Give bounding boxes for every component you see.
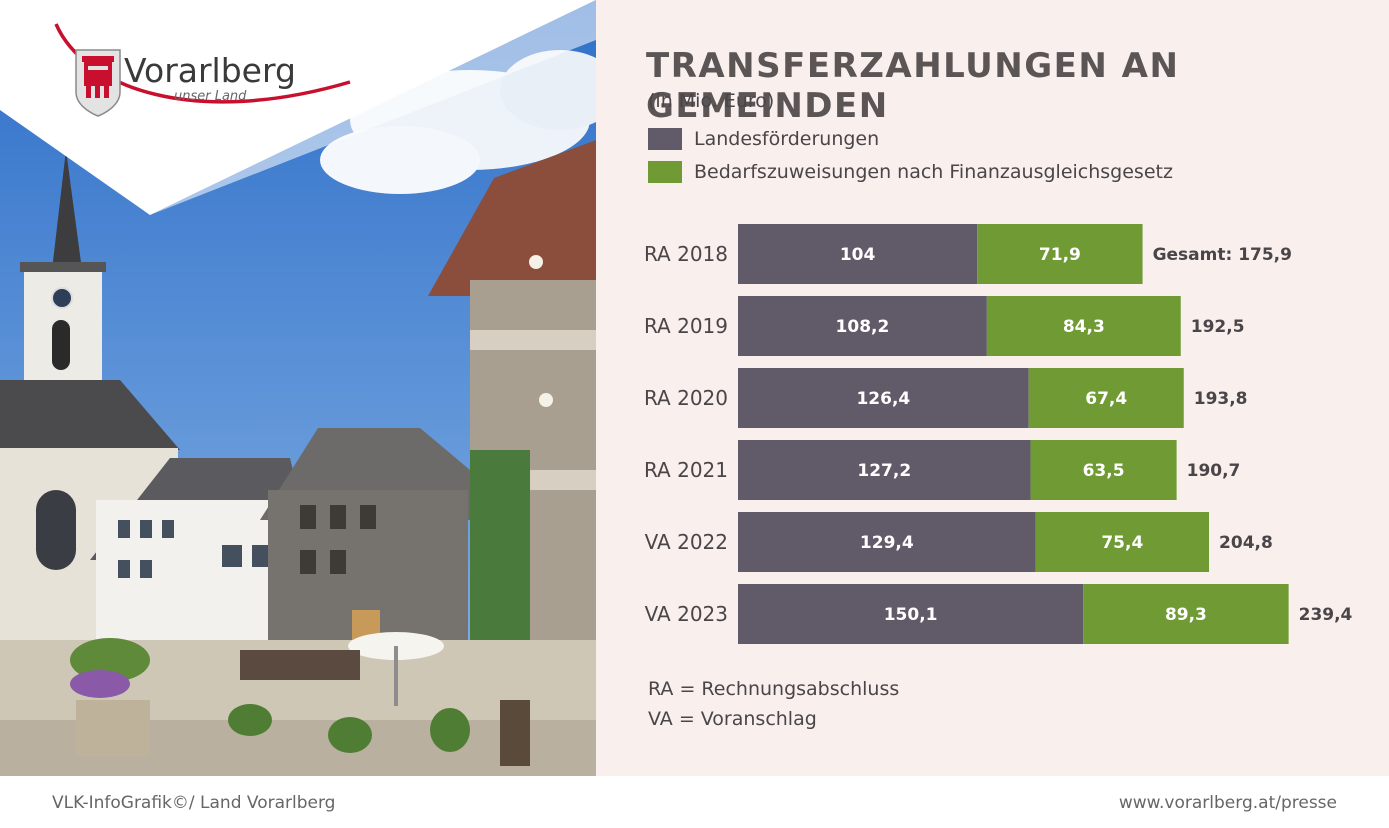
total-label: 192,5 [1191, 317, 1245, 337]
data-label-series1: 129,4 [860, 533, 914, 553]
data-label-series1: 127,2 [857, 461, 911, 481]
data-label-series1: 104 [840, 245, 876, 265]
bar-series2 [977, 224, 1143, 284]
category-label: RA 2018 [644, 242, 728, 266]
data-label-series1: 108,2 [836, 317, 890, 337]
category-label: RA 2019 [644, 314, 728, 338]
logo-tagline: unser Land [174, 89, 247, 104]
note-va: VA = Voranschlag [648, 708, 817, 730]
bar-series2 [1083, 584, 1289, 644]
bar-series1 [738, 368, 1029, 428]
data-label-series2: 71,9 [1039, 245, 1081, 265]
total-label: Gesamt: 175,9 [1153, 245, 1292, 265]
footer-credit: VLK-InfoGrafik©/ Land Vorarlberg [52, 793, 336, 813]
data-label-series2: 89,3 [1165, 605, 1207, 625]
bar-series2 [986, 296, 1181, 356]
footer-url[interactable]: www.vorarlberg.at/presse [1118, 793, 1337, 813]
bar-series1 [738, 224, 978, 284]
legend-label-series2: Bedarfszuweisungen nach Finanzausgleichs… [694, 161, 1173, 183]
total-label: 204,8 [1219, 533, 1273, 553]
bar-series1 [738, 296, 987, 356]
logo-swoosh [54, 23, 351, 104]
chart-subtitle: (in Mio. Euro) [648, 90, 775, 112]
total-label: 239,4 [1299, 605, 1353, 625]
legend-swatch-series2 [648, 161, 682, 183]
bar-series2 [1028, 368, 1184, 428]
chart-title: TRANSFERZAHLUNGEN AN GEMEINDEN [646, 46, 1180, 126]
data-label-series1: 126,4 [856, 389, 910, 409]
data-label-series2: 63,5 [1083, 461, 1125, 481]
data-label-series2: 84,3 [1063, 317, 1105, 337]
vorarlberg-logo: Vorarlberg unser Land [54, 23, 351, 117]
legend-item-series2: Bedarfszuweisungen nach Finanzausgleichs… [648, 160, 1173, 184]
legend-swatch-series1 [648, 128, 682, 150]
infographic-card: Vorarlberg unser Land TRANSFERZAHLUNGEN … [0, 0, 1389, 776]
bar-series2 [1035, 512, 1210, 572]
data-label-series1: 150,1 [884, 605, 938, 625]
total-label: 190,7 [1187, 461, 1241, 481]
category-label: VA 2022 [645, 530, 728, 554]
logo-name: Vorarlberg [124, 51, 296, 90]
village-photo [0, 0, 596, 776]
bar-series1 [738, 584, 1084, 644]
bar-series2 [1030, 440, 1177, 500]
stacked-bar-chart: RA 2018 104 71,9 Gesamt: 175,9 RA 2019 108,2 8… [644, 224, 1353, 644]
category-label: RA 2020 [644, 386, 728, 410]
total-label: 193,8 [1194, 389, 1248, 409]
data-label-series2: 75,4 [1101, 533, 1143, 553]
category-label: RA 2021 [644, 458, 728, 482]
bar-series1 [738, 440, 1031, 500]
village-photo-illustration [0, 0, 596, 776]
chart-panel: TRANSFERZAHLUNGEN AN GEMEINDEN (in Mio. … [596, 0, 1389, 776]
legend-item-series1: Landesförderungen [648, 127, 879, 151]
data-label-series2: 67,4 [1085, 389, 1127, 409]
bar-series1 [738, 512, 1036, 572]
category-label: VA 2023 [645, 602, 728, 626]
coat-of-arms-icon [75, 49, 121, 117]
abbreviation-notes: RA = Rechnungsabschluss VA = Voranschlag [648, 674, 899, 734]
legend-label-series1: Landesförderungen [694, 128, 880, 150]
note-ra: RA = Rechnungsabschluss [648, 678, 900, 700]
